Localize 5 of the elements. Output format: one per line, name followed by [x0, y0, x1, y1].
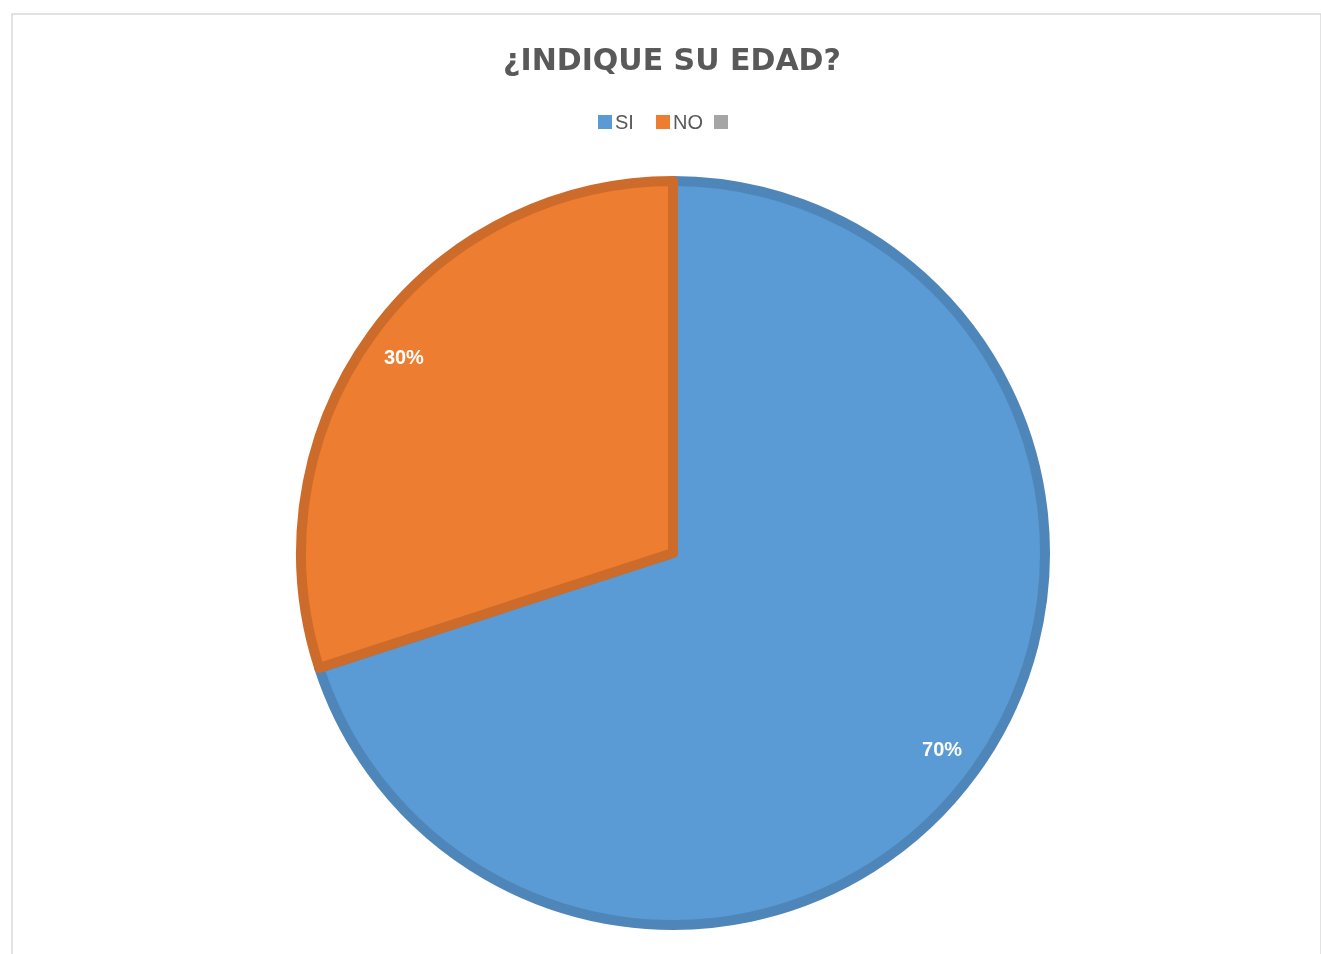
- legend-label: SI: [615, 111, 634, 133]
- legend-label: NO: [673, 111, 703, 133]
- chart-title: ¿INDIQUE SU EDAD?: [503, 42, 841, 77]
- data-label: 30%: [383, 346, 425, 369]
- data-label: 70%: [922, 737, 963, 760]
